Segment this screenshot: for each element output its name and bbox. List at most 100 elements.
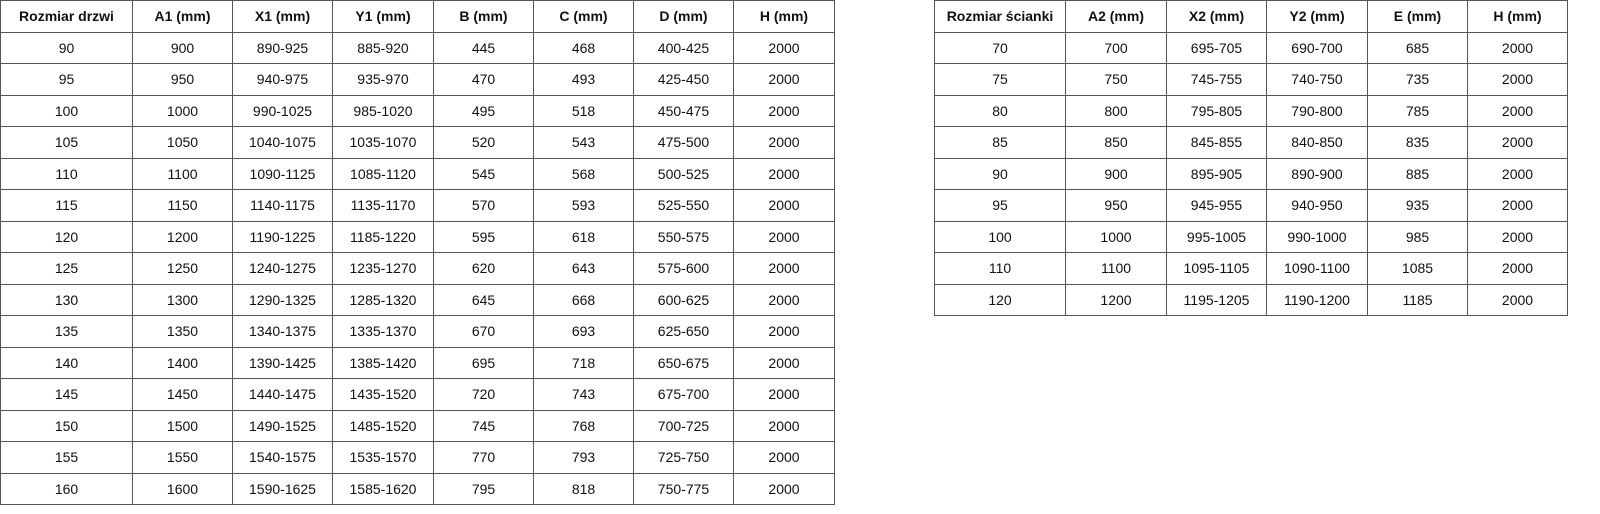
table-cell: 75 — [934, 63, 1066, 96]
table-cell: 940-950 — [1266, 189, 1368, 222]
table-cell: 768 — [533, 409, 634, 442]
table-cell: 130 — [0, 283, 133, 316]
table-cell: 945-955 — [1166, 189, 1267, 222]
header-row: Rozmiar ścianki A2 (mm) X2 (mm) Y2 (mm) E (m… — [934, 0, 1568, 33]
table-cell: 593 — [533, 189, 634, 222]
table-cell: 785 — [1367, 94, 1468, 127]
table-cell: 135 — [0, 315, 133, 348]
table-cell: 2000 — [1467, 31, 1568, 64]
table-cell: 1085-1120 — [332, 157, 434, 190]
table-row: 120 1200 1190-1225 1185-1220 595 618 550-575 20… — [0, 220, 835, 253]
table-cell: 625-650 — [633, 315, 734, 348]
table-row: 100 1000 995-1005 990-1000 985 2000 — [934, 220, 1568, 253]
table-cell: 1050 — [132, 126, 233, 159]
table-cell: 145 — [0, 378, 133, 411]
table-cell: 80 — [934, 94, 1066, 127]
table-cell: 595 — [433, 220, 534, 253]
table-cell: 2000 — [733, 378, 835, 411]
table-row: 75 750 745-755 740-750 735 2000 — [934, 63, 1568, 96]
table-cell: 1300 — [132, 283, 233, 316]
table-row: 115 1150 1140-1175 1135-1170 570 593 525-550 20… — [0, 189, 835, 222]
table-cell: 725-750 — [633, 441, 734, 474]
table-cell: 90 — [934, 157, 1066, 190]
table-cell: 525-550 — [633, 189, 734, 222]
table-cell: 668 — [533, 283, 634, 316]
table-cell: 2000 — [733, 126, 835, 159]
column-header: D (mm) — [633, 0, 734, 33]
table-cell: 575-600 — [633, 252, 734, 285]
column-header: B (mm) — [433, 0, 534, 33]
table-row: 140 1400 1390-1425 1385-1420 695 718 650-675 20… — [0, 346, 835, 379]
table-cell: 985 — [1367, 220, 1468, 253]
table-cell: 720 — [433, 378, 534, 411]
table-cell: 735 — [1367, 63, 1468, 96]
table-cell: 95 — [934, 189, 1066, 222]
table-cell: 1540-1575 — [232, 441, 333, 474]
table-cell: 1195-1205 — [1166, 283, 1267, 316]
table-cell: 890-925 — [232, 31, 333, 64]
column-header: X2 (mm) — [1166, 0, 1267, 33]
table-row: 130 1300 1290-1325 1285-1320 645 668 600-625 20… — [0, 283, 835, 316]
table-cell: 2000 — [733, 63, 835, 96]
table-cell: 700 — [1065, 31, 1167, 64]
table-cell: 85 — [934, 126, 1066, 159]
table-cell: 160 — [0, 472, 133, 505]
table-cell: 1335-1370 — [332, 315, 434, 348]
table-cell: 750-775 — [633, 472, 734, 505]
column-header: Y2 (mm) — [1266, 0, 1368, 33]
table-cell: 1585-1620 — [332, 472, 434, 505]
column-header: X1 (mm) — [232, 0, 333, 33]
table-cell: 935 — [1367, 189, 1468, 222]
table-cell: 850 — [1065, 126, 1167, 159]
table-cell: 1095-1105 — [1166, 252, 1267, 285]
table-cell: 1100 — [1065, 252, 1167, 285]
table-row: 105 1050 1040-1075 1035-1070 520 543 475-500 20… — [0, 126, 835, 159]
table-cell: 1035-1070 — [332, 126, 434, 159]
table-cell: 1085 — [1367, 252, 1468, 285]
table-cell: 1100 — [132, 157, 233, 190]
table-cell: 835 — [1367, 126, 1468, 159]
table-cell: 2000 — [733, 220, 835, 253]
table-cell: 740-750 — [1266, 63, 1368, 96]
column-header: A1 (mm) — [132, 0, 233, 33]
table-cell: 895-905 — [1166, 157, 1267, 190]
table-cell: 468 — [533, 31, 634, 64]
table-cell: 2000 — [733, 315, 835, 348]
table-cell: 100 — [934, 220, 1066, 253]
table-cell: 1190-1200 — [1266, 283, 1368, 316]
table-cell: 1200 — [132, 220, 233, 253]
table-cell: 1350 — [132, 315, 233, 348]
table-cell: 1535-1570 — [332, 441, 434, 474]
table-cell: 1435-1520 — [332, 378, 434, 411]
table-cell: 2000 — [733, 283, 835, 316]
table-cell: 750 — [1065, 63, 1167, 96]
table-cell: 700-725 — [633, 409, 734, 442]
table-row: 70 700 695-705 690-700 685 2000 — [934, 31, 1568, 64]
table-cell: 618 — [533, 220, 634, 253]
table-cell: 1600 — [132, 472, 233, 505]
table-cell: 885-920 — [332, 31, 434, 64]
table-cell: 570 — [433, 189, 534, 222]
table-cell: 800 — [1065, 94, 1167, 127]
table-cell: 745-755 — [1166, 63, 1267, 96]
table-cell: 1040-1075 — [232, 126, 333, 159]
table-cell: 543 — [533, 126, 634, 159]
table-cell: 770 — [433, 441, 534, 474]
table-cell: 950 — [1065, 189, 1167, 222]
table-cell: 1450 — [132, 378, 233, 411]
table-cell: 1235-1270 — [332, 252, 434, 285]
table-cell: 1385-1420 — [332, 346, 434, 379]
table-cell: 400-425 — [633, 31, 734, 64]
table-cell: 695-705 — [1166, 31, 1267, 64]
table-cell: 518 — [533, 94, 634, 127]
table-cell: 2000 — [733, 157, 835, 190]
table-cell: 2000 — [733, 252, 835, 285]
table-cell: 2000 — [733, 441, 835, 474]
table-row: 90 900 895-905 890-900 885 2000 — [934, 157, 1568, 190]
table-row: 85 850 845-855 840-850 835 2000 — [934, 126, 1568, 159]
table-cell: 1000 — [132, 94, 233, 127]
table-cell: 125 — [0, 252, 133, 285]
table-row: 155 1550 1540-1575 1535-1570 770 793 725-750 20… — [0, 441, 835, 474]
table-cell: 2000 — [1467, 63, 1568, 96]
table-cell: 790-800 — [1266, 94, 1368, 127]
